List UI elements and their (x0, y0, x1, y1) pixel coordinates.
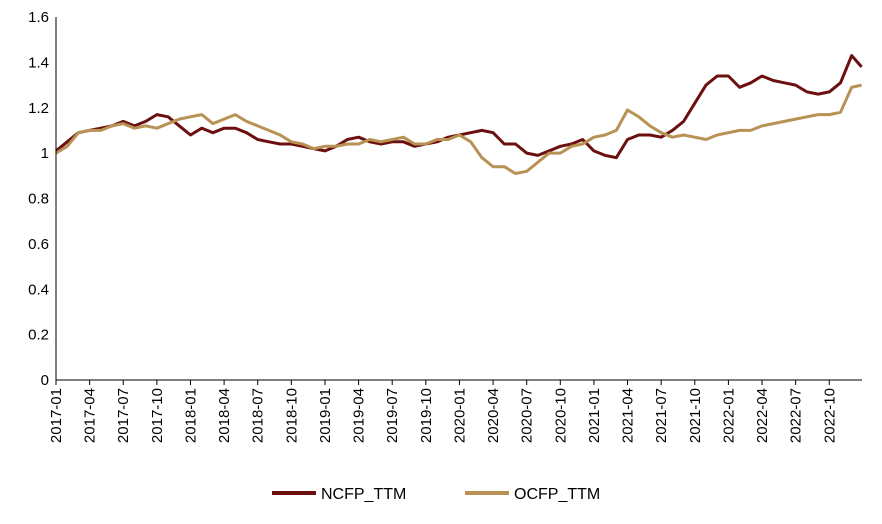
y-tick-label: 0.2 (28, 327, 49, 344)
series-line-ocfp_ttm (55, 83, 862, 175)
x-tick-label: 2022-01 (720, 388, 737, 443)
x-tick-label: 2019-10 (418, 388, 435, 443)
x-tick-label: 2018-01 (182, 388, 199, 443)
x-tick-label: 2021-07 (653, 388, 670, 443)
y-tick-label: 0.8 (28, 191, 49, 208)
y-tick-label: 1.6 (28, 9, 49, 26)
x-tick-label: 2022-04 (754, 388, 771, 443)
x-tick-label: 2018-07 (250, 388, 267, 443)
legend: NCFP_TTM OCFP_TTM (272, 486, 600, 503)
x-tick-label: 2022-10 (821, 388, 838, 443)
x-tick-label: 2021-04 (620, 388, 637, 443)
y-tick-label: 1 (41, 145, 49, 162)
x-tick-label: 2020-07 (519, 388, 536, 443)
series-line-ncfp_ttm (55, 54, 863, 160)
x-tick-label: 2017-10 (149, 388, 166, 443)
x-tick-label: 2017-04 (82, 388, 99, 443)
x-tick-label: 2018-04 (216, 388, 233, 443)
x-tick-label: 2020-10 (552, 388, 569, 443)
x-tick-label: 2021-01 (586, 388, 603, 443)
y-axis-tick-labels: 0 0.2 0.4 0.6 0.8 1 1.2 1.4 1.6 (28, 9, 49, 389)
x-tick-label: 2017-07 (115, 388, 132, 443)
legend-label-ocfp: OCFP_TTM (514, 486, 600, 503)
y-tick-label: 0 (41, 372, 49, 389)
x-tick-label: 2019-01 (317, 388, 334, 443)
legend-label-ncfp: NCFP_TTM (321, 486, 406, 503)
x-tick-label: 2019-04 (351, 388, 368, 443)
y-tick-label: 1.2 (28, 100, 49, 117)
x-tick-label: 2020-04 (485, 388, 502, 443)
x-tick-label: 2021-10 (687, 388, 704, 443)
y-tick-label: 0.4 (28, 281, 49, 298)
x-tick-label: 2019-07 (384, 388, 401, 443)
x-tick-label: 2017-01 (48, 388, 65, 443)
x-tick-label: 2018-10 (283, 388, 300, 443)
x-tick-label: 2020-01 (451, 388, 468, 443)
series-lines (55, 54, 863, 175)
x-tick-label: 2022-07 (788, 388, 805, 443)
y-tick-label: 0.6 (28, 236, 49, 253)
x-axis-tick-labels: 2017-01 2017-04 2017-07 2017-10 2018-01 2018-… (48, 380, 838, 443)
y-tick-label: 1.4 (28, 54, 49, 71)
